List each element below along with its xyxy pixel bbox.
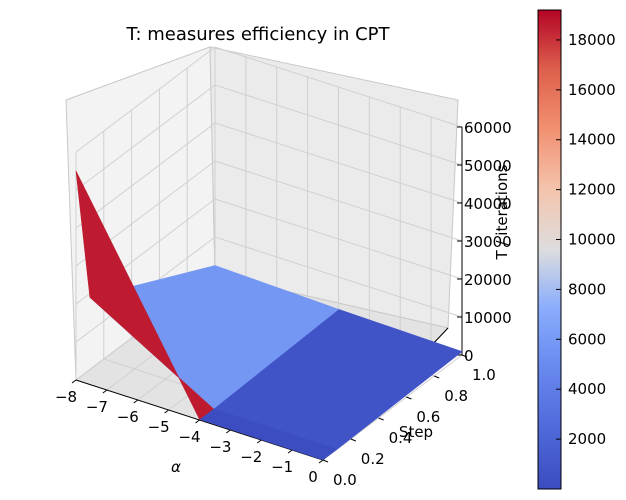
y-tick-label: 0.6 bbox=[416, 408, 440, 426]
grid-line bbox=[75, 84, 463, 191]
x-tick-label: 0 bbox=[308, 468, 318, 486]
grid-line bbox=[75, 46, 463, 153]
x-tick bbox=[256, 439, 262, 444]
x-tick bbox=[102, 389, 108, 394]
colorbar-tick-label: 8000 bbox=[568, 280, 606, 298]
y-tick-label: 0.8 bbox=[444, 387, 468, 405]
z-tick-label: 20000 bbox=[464, 271, 512, 289]
grid-line bbox=[75, 160, 463, 267]
x-tick-label: −8 bbox=[55, 388, 77, 406]
x-tick-label: −2 bbox=[240, 448, 262, 466]
colorbar-tick-label: 16000 bbox=[568, 81, 616, 99]
x-axis: −8 −7 −6 −5 −4 −3 −2 −1 0 bbox=[55, 379, 324, 486]
y-tick-label: 0.2 bbox=[361, 450, 385, 468]
colorbar: 2000 4000 6000 8000 10000 12000 14000 16000 1800… bbox=[537, 9, 616, 490]
y-tick-label: 0.0 bbox=[333, 471, 357, 489]
x-tick bbox=[318, 459, 324, 464]
z-tick-label: 40000 bbox=[464, 195, 512, 213]
z-axis-label: T / iterations bbox=[493, 164, 511, 260]
z-tick-label: 0 bbox=[464, 347, 474, 365]
z-tick-label: 10000 bbox=[464, 309, 512, 327]
grid-line bbox=[75, 122, 463, 229]
chart-title: T: measures efficiency in CPT bbox=[125, 24, 390, 45]
x-tick bbox=[226, 429, 231, 434]
x-tick bbox=[133, 399, 139, 404]
colorbar-ticks: 2000 4000 6000 8000 10000 12000 14000 16000 1800… bbox=[556, 31, 616, 448]
z-tick-label: 50000 bbox=[464, 157, 512, 175]
x-tick bbox=[287, 449, 293, 454]
colorbar-tick-label: 18000 bbox=[568, 31, 616, 49]
colorbar-tick-label: 10000 bbox=[568, 231, 616, 249]
colorbar-tick-label: 4000 bbox=[568, 380, 606, 398]
x-tick bbox=[164, 409, 169, 414]
y-tick-label: 0.4 bbox=[389, 429, 413, 447]
y-tick bbox=[322, 459, 329, 463]
y-axis-label: Step bbox=[399, 423, 433, 441]
z-axis: 0 10000 20000 30000 40000 50000 60000 bbox=[457, 119, 512, 365]
x-tick-label: −1 bbox=[271, 458, 293, 476]
surface-plot bbox=[75, 170, 463, 461]
colorbar-tick-label: 6000 bbox=[568, 330, 606, 348]
y-tick-label: 1.0 bbox=[472, 366, 496, 384]
x-tick bbox=[71, 379, 77, 384]
y-tick bbox=[434, 375, 440, 379]
colorbar-gradient bbox=[537, 9, 562, 490]
y-tick bbox=[406, 396, 412, 400]
colorbar-tick-label: 12000 bbox=[568, 181, 616, 199]
y-tick bbox=[350, 438, 356, 442]
x-tick-label: −3 bbox=[209, 438, 231, 456]
z-tick-label: 60000 bbox=[464, 119, 512, 137]
x-tick-label: −6 bbox=[117, 408, 139, 426]
x-tick-label: −5 bbox=[148, 418, 170, 436]
x-tick-label: −4 bbox=[178, 428, 200, 446]
x-axis-label: α bbox=[171, 458, 181, 476]
x-tick bbox=[195, 419, 200, 424]
surface-patch bbox=[75, 170, 214, 420]
z-tick-label: 30000 bbox=[464, 233, 512, 251]
y-tick bbox=[378, 417, 384, 421]
y-tick bbox=[461, 354, 468, 358]
colorbar-tick-label: 14000 bbox=[568, 131, 616, 149]
colorbar-tick-label: 2000 bbox=[568, 430, 606, 448]
x-tick-label: −7 bbox=[86, 398, 108, 416]
